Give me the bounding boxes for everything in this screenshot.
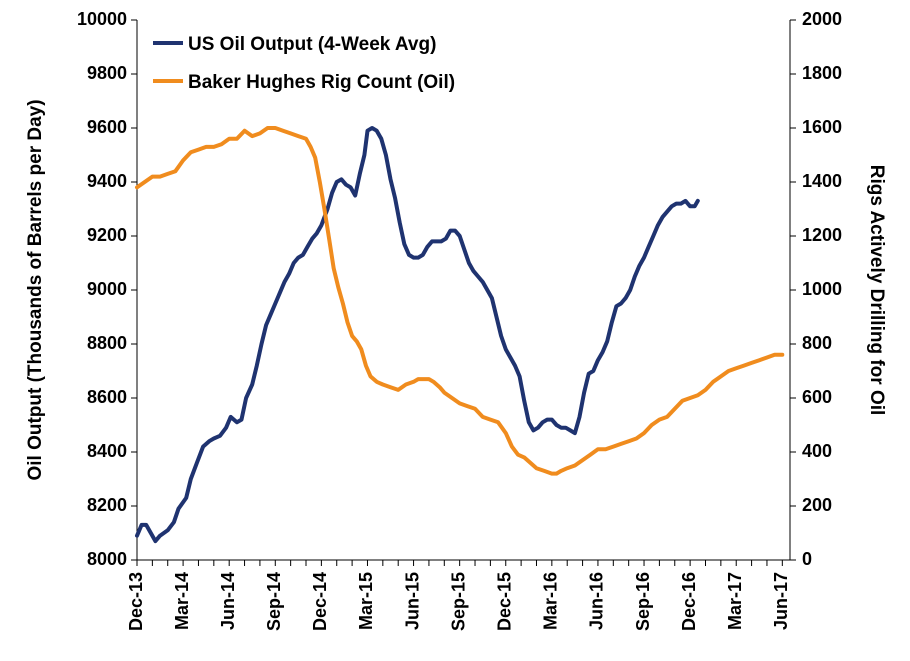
x-tick-label: Dec-13	[126, 572, 146, 631]
x-tick-label: Dec-15	[495, 572, 515, 631]
right-tick-label: 800	[802, 333, 832, 353]
plot-area	[136, 20, 791, 561]
left-tick-label: 8200	[87, 495, 127, 515]
series-line-oil-output	[135, 126, 700, 544]
x-tick-label: Mar-15	[356, 572, 376, 630]
legend: US Oil Output (4-Week Avg) Baker Hughes …	[153, 34, 455, 93]
left-tick-label: 9200	[87, 225, 127, 245]
x-tick-label: Mar-16	[541, 572, 561, 630]
right-tick-label: 1600	[802, 117, 842, 137]
x-tick-label: Dec-14	[310, 572, 330, 631]
x-tick-label: Sep-15	[448, 572, 468, 631]
right-tick-label: 1400	[802, 171, 842, 191]
right-tick-label: 0	[802, 549, 812, 569]
legend-label-output: US Oil Output (4-Week Avg)	[188, 34, 436, 55]
x-tick-label: Jun-17	[771, 572, 791, 630]
left-tick-label: 8000	[87, 549, 127, 569]
left-tick-label: 8400	[87, 441, 127, 461]
left-tick-label: 9000	[87, 279, 127, 299]
right-tick-label: 1200	[802, 225, 842, 245]
right-tick-label: 400	[802, 441, 832, 461]
right-tick-label: 600	[802, 387, 832, 407]
left-tick-label: 8800	[87, 333, 127, 353]
left-axis: 8000 8200 8400 8600 8800 9000 9200 9400 9600 9800…	[77, 9, 137, 569]
series-line-rig-count	[135, 126, 785, 476]
series-layer	[135, 126, 785, 544]
right-tick-label: 2000	[802, 9, 842, 29]
left-axis-title: Oil Output (Thousands of Barrels per Day…	[25, 99, 46, 480]
right-tick-label: 200	[802, 495, 832, 515]
x-tick-label: Jun-16	[587, 572, 607, 630]
legend-label-rigs: Baker Hughes Rig Count (Oil)	[188, 72, 455, 93]
left-tick-label: 8600	[87, 387, 127, 407]
x-tick-label: Mar-14	[172, 572, 192, 630]
right-tick-label: 1800	[802, 63, 842, 83]
x-axis: Dec-13 Mar-14 Jun-14 Sep-14 Dec-14 Mar-15 Jun-…	[126, 560, 791, 631]
x-tick-label: Mar-17	[725, 572, 745, 630]
right-tick-label: 1000	[802, 279, 842, 299]
x-tick-label: Dec-16	[679, 572, 699, 631]
left-tick-label: 9600	[87, 117, 127, 137]
right-axis: 0 200 400 600 800 1000 1200 1400 1600 1800 2000	[790, 9, 842, 569]
left-tick-label: 9800	[87, 63, 127, 83]
right-axis-title: Rigs Actively Drilling for Oil	[866, 165, 887, 416]
x-tick-label: Sep-16	[633, 572, 653, 631]
left-tick-label: 10000	[77, 9, 127, 29]
x-tick-label: Jun-14	[218, 572, 238, 630]
x-tick-label: Jun-15	[402, 572, 422, 630]
left-tick-label: 9400	[87, 171, 127, 191]
x-tick-label: Sep-14	[264, 572, 284, 631]
